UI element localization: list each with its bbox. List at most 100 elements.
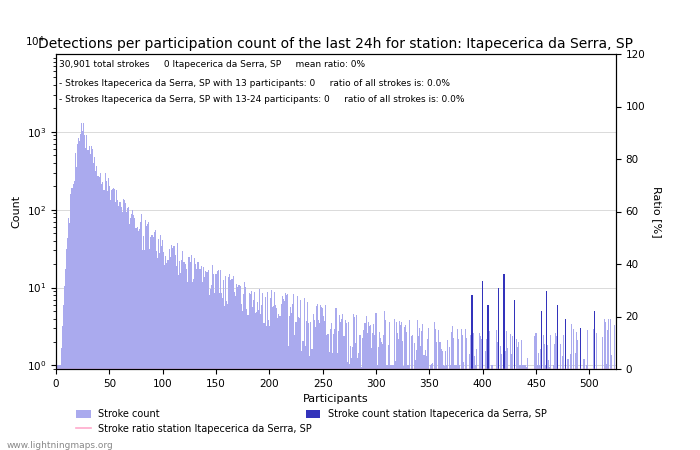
Bar: [79, 141, 80, 450]
Bar: [593, 329, 594, 450]
Bar: [521, 340, 522, 450]
Bar: [362, 338, 363, 450]
Bar: [207, 272, 208, 450]
Bar: [523, 365, 524, 450]
Bar: [159, 253, 160, 450]
Bar: [60, 365, 61, 450]
Bar: [321, 307, 322, 450]
Bar: [539, 365, 540, 450]
Bar: [209, 295, 210, 450]
Bar: [223, 280, 224, 450]
Bar: [84, 135, 85, 450]
Bar: [220, 293, 222, 450]
Bar: [375, 313, 377, 450]
Bar: [260, 314, 261, 450]
Bar: [417, 320, 418, 450]
Bar: [395, 322, 397, 450]
Bar: [102, 182, 104, 450]
Bar: [91, 146, 92, 450]
Bar: [379, 338, 381, 450]
Bar: [550, 335, 552, 450]
Text: www.lightningmaps.org: www.lightningmaps.org: [7, 441, 113, 450]
Bar: [430, 365, 431, 450]
Bar: [284, 301, 285, 450]
Bar: [190, 262, 191, 450]
Bar: [248, 293, 250, 450]
Bar: [181, 260, 183, 450]
Bar: [541, 311, 542, 450]
Bar: [354, 317, 355, 450]
Bar: [202, 282, 203, 450]
Bar: [57, 365, 59, 450]
Bar: [401, 322, 402, 450]
Bar: [573, 329, 574, 450]
Bar: [594, 311, 595, 450]
Bar: [456, 328, 458, 450]
Bar: [507, 347, 508, 450]
Bar: [512, 336, 513, 450]
Bar: [157, 258, 158, 450]
Bar: [304, 298, 305, 450]
Bar: [503, 365, 505, 450]
Bar: [332, 334, 334, 450]
Bar: [372, 333, 373, 450]
Bar: [510, 334, 511, 450]
Bar: [275, 305, 276, 450]
Bar: [370, 324, 371, 450]
Bar: [81, 123, 82, 450]
Bar: [111, 190, 112, 450]
Bar: [463, 362, 464, 450]
Bar: [487, 344, 489, 450]
Bar: [59, 365, 60, 450]
Bar: [108, 186, 110, 450]
Bar: [326, 335, 328, 450]
Bar: [494, 375, 495, 450]
Bar: [366, 316, 367, 450]
Bar: [538, 353, 539, 450]
Bar: [350, 346, 351, 450]
Bar: [320, 305, 321, 450]
Bar: [344, 320, 346, 450]
Bar: [258, 310, 259, 450]
Bar: [243, 293, 244, 450]
Bar: [143, 236, 144, 450]
Bar: [433, 381, 434, 450]
Bar: [211, 285, 212, 450]
Bar: [546, 291, 547, 450]
Bar: [503, 274, 505, 450]
Bar: [377, 347, 379, 450]
Bar: [195, 264, 196, 450]
Bar: [306, 321, 307, 450]
Bar: [531, 390, 532, 450]
Bar: [498, 365, 499, 450]
Bar: [67, 238, 69, 450]
Bar: [75, 153, 76, 450]
Bar: [547, 345, 548, 450]
Bar: [302, 342, 303, 450]
Bar: [534, 336, 536, 450]
Bar: [403, 366, 405, 450]
Bar: [69, 223, 71, 450]
Bar: [285, 293, 286, 450]
Bar: [305, 346, 306, 450]
Bar: [272, 307, 273, 450]
Bar: [414, 342, 415, 450]
Bar: [192, 282, 193, 450]
Bar: [224, 306, 225, 450]
Bar: [317, 304, 318, 450]
Bar: [365, 324, 366, 450]
Bar: [279, 316, 281, 450]
Bar: [485, 351, 486, 450]
Bar: [173, 246, 174, 450]
Bar: [371, 348, 372, 450]
Bar: [474, 356, 475, 450]
Bar: [576, 332, 577, 450]
Bar: [514, 370, 515, 450]
Bar: [336, 308, 337, 450]
Bar: [497, 342, 498, 450]
Bar: [402, 341, 403, 450]
Bar: [95, 171, 96, 450]
Bar: [283, 299, 284, 450]
Bar: [161, 246, 162, 450]
Bar: [489, 379, 491, 450]
